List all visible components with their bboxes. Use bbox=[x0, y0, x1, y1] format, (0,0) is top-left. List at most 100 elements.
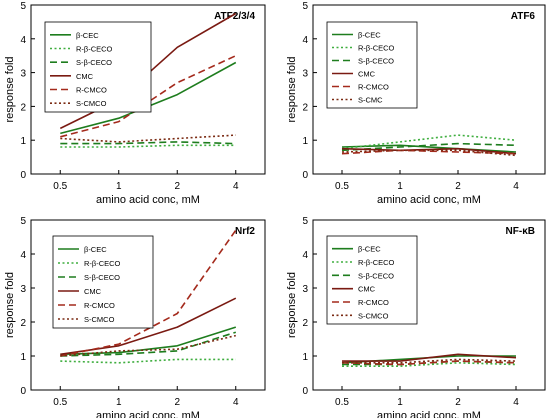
x-tick-label: 0.5 bbox=[53, 181, 67, 192]
y-tick-label: 2 bbox=[20, 102, 26, 113]
y-tick-label: 1 bbox=[302, 136, 308, 147]
y-tick-label: 3 bbox=[20, 284, 26, 295]
plot-frame bbox=[30, 4, 266, 175]
legend-label: R-CMCO bbox=[84, 301, 115, 310]
y-tick-label: 1 bbox=[20, 136, 26, 147]
series-line-6 bbox=[60, 134, 236, 143]
x-tick-label: 2 bbox=[174, 181, 180, 192]
legend-label: CMC bbox=[84, 287, 102, 296]
y-tick-label: 2 bbox=[302, 102, 308, 113]
series-line-2 bbox=[60, 358, 236, 364]
legend-label: S-CMCO bbox=[76, 99, 107, 108]
y-tick-label: 1 bbox=[20, 352, 26, 363]
x-tick-label: 1 bbox=[397, 181, 403, 192]
legend-label: S-CMC bbox=[358, 96, 383, 105]
y-tick-label: 4 bbox=[302, 250, 308, 261]
legend: β-CEC R-β-CECO S-β-CECO CMC R-CMCO S-CMC bbox=[326, 21, 418, 109]
legend-label: R-β-CECO bbox=[358, 44, 395, 53]
y-axis-label: response fold bbox=[286, 272, 298, 338]
y-axis-label: response fold bbox=[4, 56, 16, 122]
x-tick-label: 4 bbox=[513, 181, 519, 192]
series-line-6 bbox=[341, 149, 517, 157]
x-axis-label: amino acid conc, mM bbox=[377, 410, 481, 418]
legend-label: R-CMCO bbox=[358, 298, 389, 307]
y-tick-label: 5 bbox=[20, 1, 26, 12]
series-line-2 bbox=[341, 134, 517, 150]
y-tick-label: 4 bbox=[20, 250, 26, 261]
y-tick-label: 5 bbox=[302, 216, 308, 227]
legend-label: R-β-CECO bbox=[358, 258, 395, 267]
chart-panel-1: 0 1 2 3 4 5 0.5 1 2 4 amino acid conc, mM response … bbox=[4, 1, 266, 206]
y-tick-label: 0 bbox=[20, 170, 26, 181]
x-tick-label: 1 bbox=[397, 397, 403, 408]
y-axis-label: response fold bbox=[286, 56, 298, 122]
y-axis-label: response fold bbox=[4, 272, 16, 338]
legend-label: R-CMCO bbox=[76, 86, 107, 95]
legend-label: CMC bbox=[358, 285, 376, 294]
panel-title: ATF6 bbox=[511, 11, 536, 22]
x-tick-label: 1 bbox=[116, 181, 122, 192]
y-tick-label: 3 bbox=[302, 69, 308, 80]
x-tick-label: 4 bbox=[233, 181, 239, 192]
legend-label: S-β-CECO bbox=[358, 271, 394, 280]
x-axis-label: amino acid conc, mM bbox=[96, 410, 200, 418]
x-tick-label: 2 bbox=[455, 181, 461, 192]
x-tick-label: 2 bbox=[174, 397, 180, 408]
series-line-4 bbox=[60, 297, 237, 356]
legend-label: S-β-CECO bbox=[76, 58, 112, 67]
x-axis-label: amino acid conc, mM bbox=[377, 194, 481, 206]
y-tick-label: 2 bbox=[20, 318, 26, 329]
y-tick-label: 0 bbox=[302, 386, 308, 397]
legend-box bbox=[52, 235, 154, 329]
legend-label: S-CMCO bbox=[84, 315, 115, 324]
legend-box bbox=[44, 21, 152, 113]
series-line-1 bbox=[60, 326, 237, 356]
legend-label: S-β-CECO bbox=[358, 57, 394, 66]
y-tick-label: 3 bbox=[20, 69, 26, 80]
plot-frame bbox=[30, 219, 266, 391]
series-line-3 bbox=[341, 142, 517, 152]
series-line-4 bbox=[342, 353, 517, 362]
y-tick-label: 0 bbox=[302, 170, 308, 181]
y-tick-label: 1 bbox=[302, 352, 308, 363]
legend: β-CEC R-β-CECO S-β-CECO CMC R-CMCO S-CMCO bbox=[326, 235, 418, 325]
y-tick-label: 2 bbox=[302, 318, 308, 329]
series-line-3 bbox=[60, 331, 237, 357]
y-tick-label: 4 bbox=[302, 35, 308, 46]
x-tick-label: 2 bbox=[455, 397, 461, 408]
series-line-2 bbox=[342, 361, 517, 368]
legend-label: R-CMCO bbox=[358, 83, 389, 92]
x-tick-label: 0.5 bbox=[335, 397, 349, 408]
legend-box bbox=[326, 235, 418, 325]
x-tick-label: 0.5 bbox=[53, 397, 67, 408]
plot-frame bbox=[312, 4, 546, 175]
legend-label: R-β-CECO bbox=[84, 259, 121, 268]
panel-title: ATF2/3/4 bbox=[214, 11, 255, 22]
panel-title: Nrf2 bbox=[235, 226, 255, 237]
legend-label: S-CMCO bbox=[358, 311, 389, 320]
series-line-6 bbox=[342, 358, 517, 364]
series-line-2 bbox=[60, 144, 236, 148]
legend-label: CMC bbox=[358, 70, 376, 79]
legend-label: β-CEC bbox=[84, 245, 107, 254]
series-line-5 bbox=[60, 229, 237, 357]
x-tick-label: 4 bbox=[233, 397, 239, 408]
x-axis-label: amino acid conc, mM bbox=[96, 194, 200, 206]
y-tick-label: 5 bbox=[20, 216, 26, 227]
y-tick-label: 4 bbox=[20, 35, 26, 46]
legend: β-CEC R-β-CECO S-β-CECO CMC R-CMCO S-CMCO bbox=[44, 21, 152, 113]
chart-panel-3: 0 1 2 3 4 5 0.5 1 2 4 amino acid conc, mM response … bbox=[4, 216, 266, 418]
legend-label: CMC bbox=[76, 72, 94, 81]
legend-box bbox=[326, 21, 418, 109]
legend-label: R-β-CECO bbox=[76, 45, 113, 54]
legend: β-CEC R-β-CECO S-β-CECO CMC R-CMCO S-CMCO bbox=[52, 235, 154, 329]
legend-label: β-CEC bbox=[76, 31, 99, 40]
chart-panel-2: 0 1 2 3 4 5 0.5 1 2 4 amino acid conc, mM response … bbox=[286, 1, 546, 206]
series-line-1 bbox=[341, 144, 517, 153]
panel-title: NF-κB bbox=[506, 226, 535, 237]
x-tick-label: 4 bbox=[513, 397, 519, 408]
x-tick-label: 0.5 bbox=[335, 181, 349, 192]
y-tick-label: 0 bbox=[20, 386, 26, 397]
legend-label: β-CEC bbox=[358, 245, 381, 254]
